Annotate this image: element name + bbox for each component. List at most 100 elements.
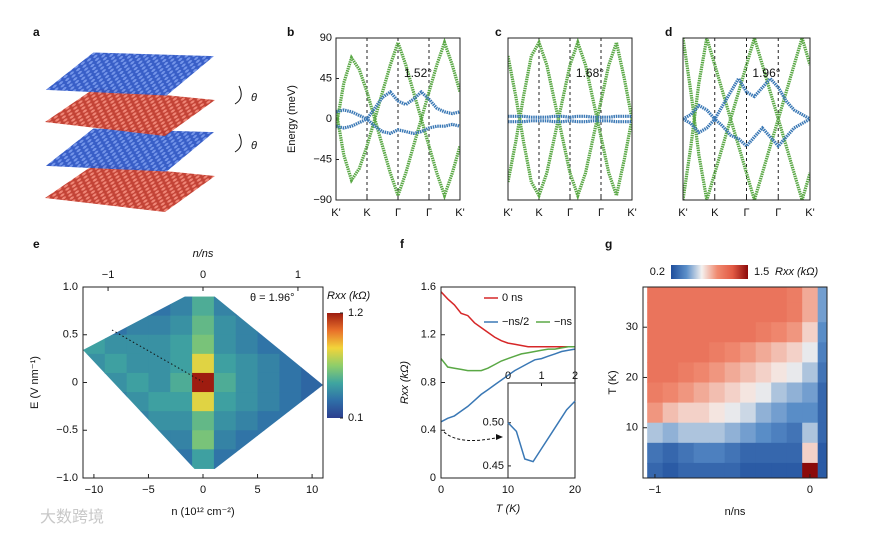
heatmap-cell xyxy=(786,302,803,323)
heatmap-cell xyxy=(192,353,215,374)
heatmap-cell xyxy=(709,442,726,464)
x-tick-label: Γ xyxy=(395,207,401,219)
heatmap-cell xyxy=(678,322,695,343)
heatmap-cell xyxy=(802,442,819,464)
y-tick-label: −0.5 xyxy=(56,424,78,436)
heatmap-cell xyxy=(817,322,827,343)
panel-label: e xyxy=(33,237,40,251)
x-tick-label: K' xyxy=(503,207,512,219)
x-axis-title: n (10¹² cm⁻²) xyxy=(171,506,234,518)
heatmap-cell xyxy=(817,302,827,323)
heatmap-cell xyxy=(83,353,106,374)
heatmap-cell xyxy=(771,422,788,444)
y-tick-label: 0.5 xyxy=(63,329,78,341)
panel-label: a xyxy=(33,25,40,39)
heatmap-cell xyxy=(786,422,803,444)
heatmap-cell xyxy=(724,422,741,444)
heatmap-cell xyxy=(213,372,237,393)
heatmap-cell xyxy=(104,334,128,355)
panel-label: c xyxy=(495,25,502,39)
heatmap-cell xyxy=(170,449,193,469)
y-tick-label: −45 xyxy=(313,153,332,165)
heatmap-cell xyxy=(786,402,803,424)
heatmap-cell xyxy=(647,382,664,404)
heatmap-cell xyxy=(192,334,215,355)
panel-label: d xyxy=(665,25,672,39)
heatmap-cell xyxy=(647,422,664,444)
plot-frame xyxy=(507,37,633,201)
heatmap-cell xyxy=(83,449,106,469)
y-tick-label: 0.8 xyxy=(421,376,436,388)
heatmap-cell xyxy=(724,342,741,363)
heatmap-cell xyxy=(213,353,237,374)
heatmap-cell xyxy=(678,382,695,404)
y-tick-label: 30 xyxy=(626,321,638,333)
heatmap-cell xyxy=(678,342,695,363)
heatmap-cell xyxy=(817,462,827,478)
inset-line xyxy=(507,400,576,463)
heatmap-cell xyxy=(235,353,259,374)
heatmap-cell xyxy=(740,342,757,363)
y-tick-label: 0.4 xyxy=(421,424,436,436)
band-line xyxy=(508,38,632,200)
heatmap-cell xyxy=(301,334,323,355)
heatmap-cell xyxy=(126,353,149,374)
heatmap-cell xyxy=(192,430,215,450)
heatmap-cell xyxy=(279,315,302,336)
heatmap-cell xyxy=(802,302,819,323)
heatmap-cell xyxy=(257,411,280,431)
heatmap-cell xyxy=(755,422,772,444)
heatmap-cell xyxy=(817,342,827,363)
heatmap-cell xyxy=(301,372,323,393)
band-line xyxy=(683,75,810,122)
heatmap-cell xyxy=(693,462,710,478)
heatmap-cell xyxy=(192,411,215,431)
panel-label: g xyxy=(605,237,612,251)
band-line xyxy=(508,119,632,124)
y-axis-title: Energy (meV) xyxy=(286,85,298,153)
arrow-head xyxy=(496,434,503,440)
heatmap-cell xyxy=(126,392,149,412)
heatmap-cell xyxy=(802,402,819,424)
heatmap-cell xyxy=(771,302,788,323)
heatmap-cell xyxy=(301,430,323,450)
x-tick-label: −10 xyxy=(85,484,104,496)
heatmap-cell xyxy=(802,362,819,383)
rotation-arrow xyxy=(234,133,242,153)
heatmap-cell xyxy=(740,442,757,464)
heatmap-cell xyxy=(817,362,827,383)
heatmap-cell xyxy=(126,334,149,355)
x-tick-label: K xyxy=(363,207,371,219)
heatmap-cell xyxy=(802,322,819,343)
heatmap-cell xyxy=(126,296,149,317)
y-axis-title: Rxx (kΩ) xyxy=(399,361,411,405)
heatmap-cell xyxy=(647,302,664,323)
heatmap-cell xyxy=(192,315,215,336)
x-tick-label: Γ xyxy=(598,207,604,219)
x-tick-label: 0 xyxy=(807,484,813,496)
heatmap-cells xyxy=(83,296,323,469)
x-axis-title: T (K) xyxy=(496,503,521,515)
legend-label: 0 ns xyxy=(502,292,523,304)
panel-label: f xyxy=(400,237,405,251)
heatmap-cell xyxy=(709,287,726,303)
heatmap-cell xyxy=(104,372,128,393)
heatmap-cell xyxy=(678,302,695,323)
inset-x-tick-label: 0 xyxy=(505,370,511,382)
inset-background xyxy=(507,382,576,479)
colorbar-tick-label: 0.2 xyxy=(650,266,665,278)
x-tick-label: −1 xyxy=(649,484,662,496)
x-tick-label: K xyxy=(711,207,719,219)
heatmap-cell xyxy=(709,462,726,478)
heatmap-cell xyxy=(148,334,171,355)
heatmap-cell xyxy=(755,302,772,323)
y-tick-label: 1.6 xyxy=(421,281,436,293)
x2-tick-label: 0 xyxy=(200,269,206,281)
heatmap-cell xyxy=(192,449,215,469)
band-line xyxy=(683,38,810,200)
heatmap-cell xyxy=(192,372,215,393)
heatmap-cell xyxy=(771,287,788,303)
heatmap-cell xyxy=(755,287,772,303)
heatmap-cell xyxy=(755,342,772,363)
